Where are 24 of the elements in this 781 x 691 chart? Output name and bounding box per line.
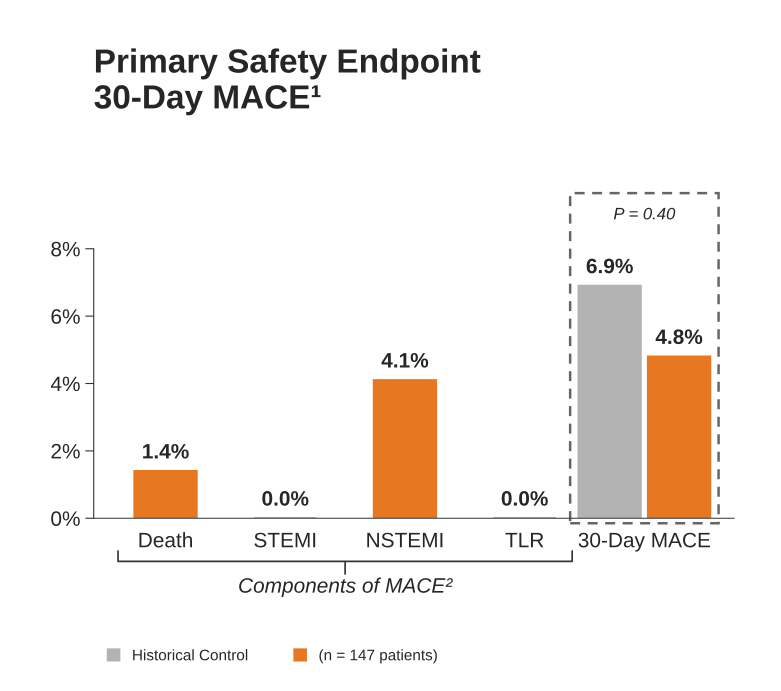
- x-tick-label: STEMI: [254, 532, 316, 548]
- chart-title: Primary Safety Endpoint 30-Day MACE¹: [94, 48, 480, 116]
- y-tick-label: 6%: [51, 309, 80, 324]
- x-tick-label: TLR: [505, 532, 544, 548]
- legend-label: Historical Control: [133, 649, 248, 660]
- data-label: 0.0%: [262, 491, 308, 506]
- y-tick-label: 0%: [51, 511, 80, 526]
- text: P = 0.40: [614, 208, 676, 220]
- x-tick-label: NSTEMI: [367, 532, 442, 548]
- x-tick-label: 30-Day MACE: [578, 532, 710, 552]
- data-label: 1.4%: [143, 444, 189, 459]
- x-tick-label: Death: [139, 532, 192, 548]
- y-tick-label: 4%: [50, 376, 80, 392]
- data-label: 4.8%: [656, 329, 702, 344]
- y-tick-label: 2%: [51, 444, 80, 459]
- text: Components of MACE²: [239, 578, 453, 597]
- legend-label: (n = 147 patients): [319, 649, 437, 664]
- y-tick-label: 8%: [51, 242, 80, 257]
- bar: [372, 379, 438, 518]
- data-label: 4.1%: [382, 352, 428, 368]
- data-label: 6.9%: [586, 258, 633, 274]
- bar: [577, 284, 642, 518]
- bar: [133, 470, 198, 518]
- data-label: 0.0%: [502, 491, 548, 506]
